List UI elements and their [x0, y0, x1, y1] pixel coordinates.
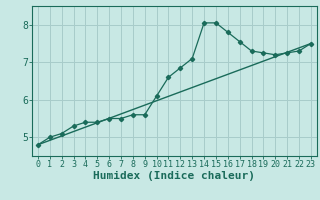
- X-axis label: Humidex (Indice chaleur): Humidex (Indice chaleur): [93, 171, 255, 181]
